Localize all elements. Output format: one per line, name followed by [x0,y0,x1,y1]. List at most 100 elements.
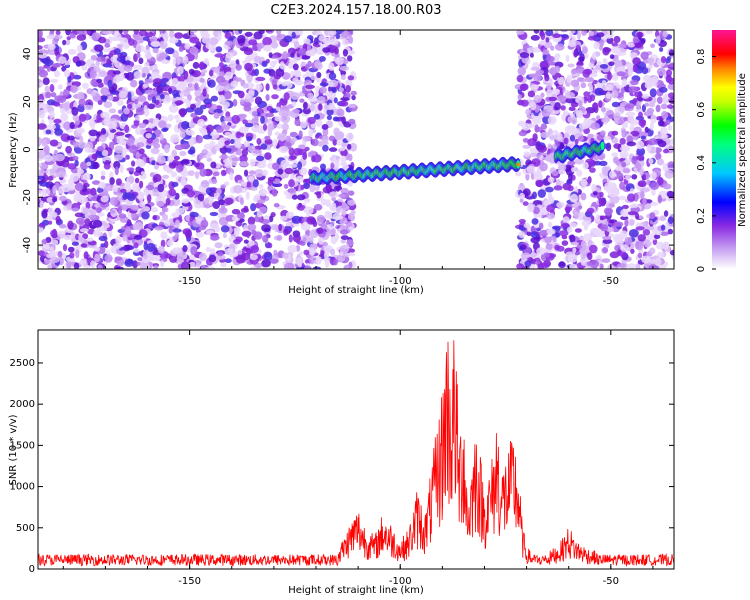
heatmap-noise-cell [346,239,354,247]
heatmap-noise-cell [587,36,597,41]
heatmap-noise-cell [167,114,174,122]
heatmap-noise-cell [195,135,203,144]
heatmap-noise-cell [57,250,63,258]
heatmap-noise-cell [61,65,67,72]
heatmap-noise-cell [126,219,132,226]
heatmap-noise-cell [215,75,226,84]
heatmap-noise-cell [224,258,232,264]
heatmap-noise-cell [196,217,201,223]
heatmap-noise-cell [629,204,639,209]
heatmap-x-tick-label: -100 [389,276,412,287]
heatmap-noise-cell [168,218,175,226]
heatmap-noise-cell [535,179,544,188]
heatmap-noise-cell [311,155,316,163]
heatmap-noise-cell [568,173,573,181]
heatmap-noise-cell [120,37,129,46]
heatmap-noise-cell [553,88,560,96]
heatmap-noise-cell [632,57,641,66]
heatmap-noise-cell [215,162,221,169]
heatmap-noise-cell [670,107,674,116]
heatmap-noise-cell [128,38,135,46]
heatmap-noise-cell [570,79,580,87]
heatmap-noise-cell [252,179,259,188]
heatmap-noise-cell [519,83,527,92]
heatmap-noise-cell [230,80,239,88]
heatmap-noise-cell [265,83,270,91]
heatmap-noise-cell [200,179,210,188]
heatmap-noise-cell [587,82,592,87]
heatmap-noise-cell [295,175,304,183]
heatmap-noise-cell [38,66,45,72]
heatmap-noise-cell [189,211,199,218]
heatmap-noise-cell [530,66,541,71]
heatmap-noise-cell [106,58,111,65]
heatmap-noise-cell [46,34,56,40]
heatmap-noise-cell [627,42,635,48]
heatmap-noise-cell [562,109,569,117]
heatmap-noise-cell [522,138,529,143]
heatmap-noise-cell [89,70,97,79]
heatmap-noise-cell [280,159,290,168]
heatmap-noise-cell [210,161,217,169]
heatmap-noise-cell [558,261,566,269]
heatmap-noise-cell [98,245,106,255]
heatmap-noise-cell [325,183,332,192]
heatmap-noise-cell [331,155,337,162]
heatmap-noise-cell [271,94,279,100]
heatmap-noise-cell [312,266,322,269]
heatmap-noise-cell [572,247,577,254]
heatmap-noise-cell [533,30,540,34]
heatmap-noise-cell [63,88,70,98]
heatmap-noise-cell [180,261,190,269]
heatmap-noise-cell [555,231,560,237]
heatmap-noise-cell [657,120,665,127]
heatmap-noise-cell [663,261,668,267]
heatmap-noise-cell [640,51,649,60]
heatmap-noise-cell [545,154,556,163]
heatmap-noise-cell [103,163,111,170]
heatmap-noise-cell [555,141,560,147]
heatmap-noise-cell [584,77,594,83]
heatmap-noise-cell [292,63,299,71]
heatmap-noise-cell [230,138,235,145]
heatmap-noise-cell [583,91,590,97]
heatmap-noise-cell [534,260,541,265]
heatmap-noise-cell [66,36,71,41]
snr-background [38,330,674,569]
heatmap-noise-cell [79,259,87,266]
heatmap-noise-cell [530,236,540,244]
heatmap-noise-cell [292,109,300,114]
heatmap-noise-cell [47,43,56,51]
heatmap-noise-cell [654,230,662,235]
heatmap-noise-cell [319,86,327,94]
heatmap-noise-cell [307,116,316,125]
heatmap-noise-cell [56,95,67,104]
heatmap-noise-cell [122,234,128,242]
heatmap-noise-cell [291,101,297,107]
heatmap-noise-cell [231,157,241,162]
heatmap-y-tick-label: 40 [22,48,33,61]
snr-y-tick-label: 1500 [10,440,35,451]
heatmap-noise-cell [303,182,310,190]
heatmap-noise-cell [600,106,606,113]
heatmap-noise-cell [328,62,335,71]
heatmap-noise-cell [589,167,596,173]
heatmap-noise-cell [145,133,152,139]
heatmap-noise-cell [581,220,591,227]
heatmap-noise-cell [224,197,234,205]
heatmap-noise-cell [321,222,328,229]
heatmap-noise-cell [190,246,198,256]
heatmap-noise-cell [98,136,107,143]
heatmap-noise-cell [103,101,113,109]
heatmap-noise-cell [308,128,314,138]
heatmap-noise-cell [529,52,534,58]
heatmap-noise-cell [348,118,356,125]
heatmap-noise-cell [266,105,273,112]
heatmap-noise-cell [108,108,116,114]
heatmap-noise-cell [94,253,100,263]
heatmap-noise-cell [173,155,180,161]
heatmap-noise-cell [147,123,156,129]
heatmap-noise-cell [519,52,530,59]
heatmap-noise-cell [168,225,173,234]
